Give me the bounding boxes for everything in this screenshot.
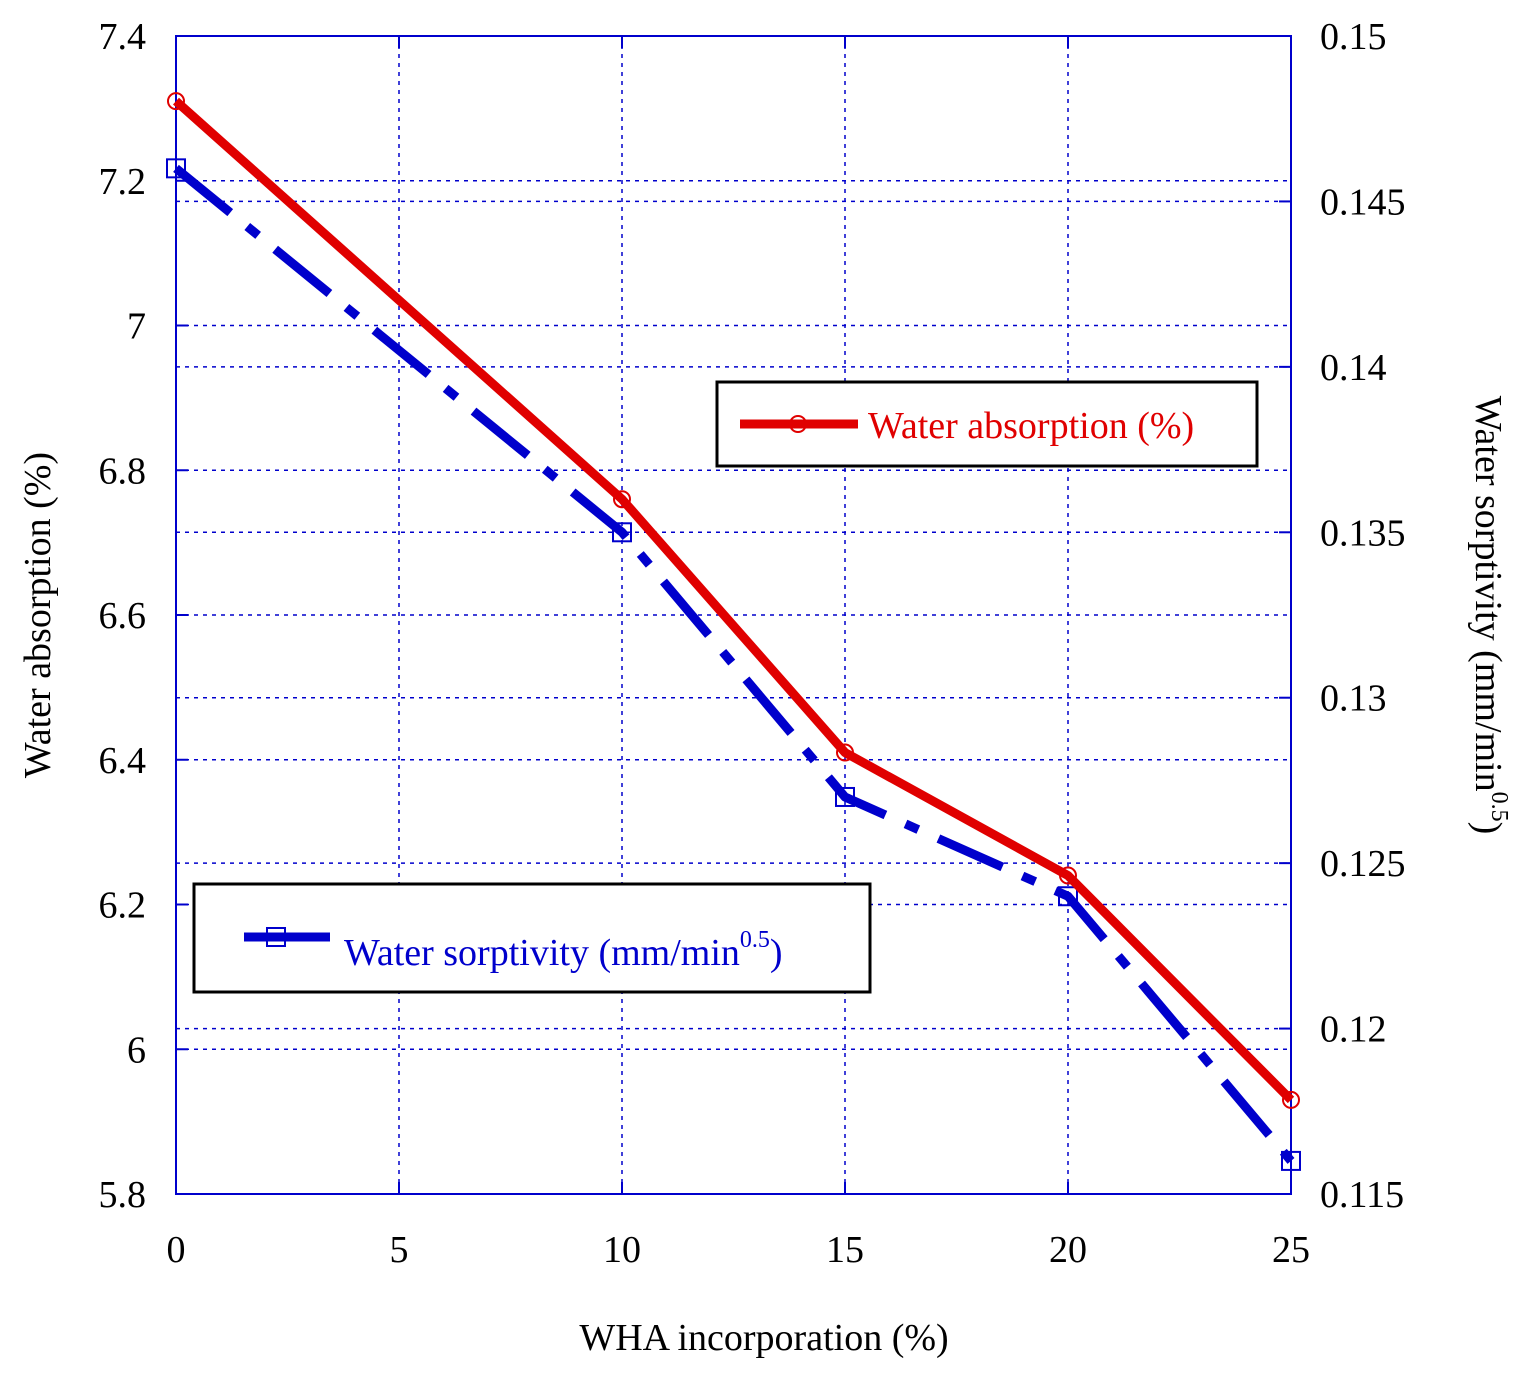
y-axis-right-title: Water sorptivity (mm/min0.5) bbox=[1467, 396, 1512, 835]
x-tick-label: 20 bbox=[1049, 1229, 1087, 1271]
x-tick-label: 10 bbox=[603, 1229, 641, 1271]
data-point-water-absorption bbox=[1059, 866, 1077, 885]
x-tick-label: 25 bbox=[1272, 1229, 1310, 1271]
y-tick-label-right: 0.115 bbox=[1320, 1174, 1404, 1216]
x-tick-label: 5 bbox=[390, 1229, 409, 1271]
y-tick-label-right: 0.135 bbox=[1320, 512, 1406, 554]
data-point-water-sorptivity bbox=[612, 522, 632, 543]
legend-label-water-absorption: Water absorption (%) bbox=[868, 405, 1194, 447]
data-point-water-absorption bbox=[613, 490, 631, 509]
data-point-water-absorption bbox=[836, 743, 854, 762]
grid bbox=[176, 36, 1291, 1194]
y-tick-label-right: 0.12 bbox=[1320, 1009, 1387, 1051]
data-point-water-absorption bbox=[167, 92, 185, 111]
y-tick-label-left: 7.4 bbox=[99, 16, 147, 58]
data-point-water-absorption bbox=[1282, 1090, 1300, 1109]
y-tick-label-left: 6.6 bbox=[99, 595, 147, 637]
x-axis-title: WHA incorporation (%) bbox=[579, 1317, 948, 1359]
data-point-water-sorptivity bbox=[835, 786, 855, 807]
legend-water-sorptivity: Water sorptivity (mm/min0.5) bbox=[192, 882, 872, 994]
y-tick-label-right: 0.15 bbox=[1320, 16, 1387, 58]
y-axis-right-title-sup: 0.5 bbox=[1486, 792, 1512, 822]
y-axis-right-title-end: ) bbox=[1467, 822, 1509, 835]
series-line-water-absorption bbox=[173, 97, 1295, 1104]
y-tick-label-right: 0.13 bbox=[1320, 678, 1387, 720]
series-line-water-sorptivity bbox=[173, 164, 1295, 1164]
y-tick-label-left: 6.2 bbox=[99, 885, 147, 927]
legend-label-water-sorptivity: Water sorptivity (mm/min0.5) bbox=[344, 927, 783, 974]
legend-water-absorption: Water absorption (%) bbox=[715, 380, 1259, 468]
y-tick-label-right: 0.14 bbox=[1320, 347, 1387, 389]
y-tick-label-left: 7.2 bbox=[99, 161, 147, 203]
legend-circle-marker bbox=[789, 415, 807, 433]
data-point-water-sorptivity bbox=[1281, 1150, 1301, 1171]
y-tick-label-left: 5.8 bbox=[99, 1174, 147, 1216]
y-axis-right-title-main: Water sorptivity (mm/min bbox=[1467, 396, 1509, 792]
series bbox=[166, 92, 1301, 1171]
y-tick-label-left: 7 bbox=[127, 306, 146, 348]
legend-square-marker bbox=[266, 927, 286, 947]
x-tick-label: 15 bbox=[826, 1229, 864, 1271]
x-tick-label: 0 bbox=[167, 1229, 186, 1271]
y-tick-label-right: 0.125 bbox=[1320, 843, 1406, 885]
y-tick-label-left: 6.8 bbox=[99, 450, 147, 492]
y-tick-label-left: 6 bbox=[127, 1029, 146, 1071]
ticks bbox=[175, 35, 1292, 1195]
y-tick-label-right: 0.145 bbox=[1320, 181, 1406, 223]
data-point-water-sorptivity bbox=[166, 158, 186, 179]
y-tick-label-left: 6.4 bbox=[99, 740, 147, 782]
tick-labels: 0 5 10 15 20 25 5.8 6 6.2 6.4 6.6 6.8 7 7.2 7.4 0.115 0.… bbox=[99, 16, 1406, 1271]
data-point-water-sorptivity bbox=[1058, 886, 1078, 907]
y-axis-left-title: Water absorption (%) bbox=[17, 452, 59, 778]
